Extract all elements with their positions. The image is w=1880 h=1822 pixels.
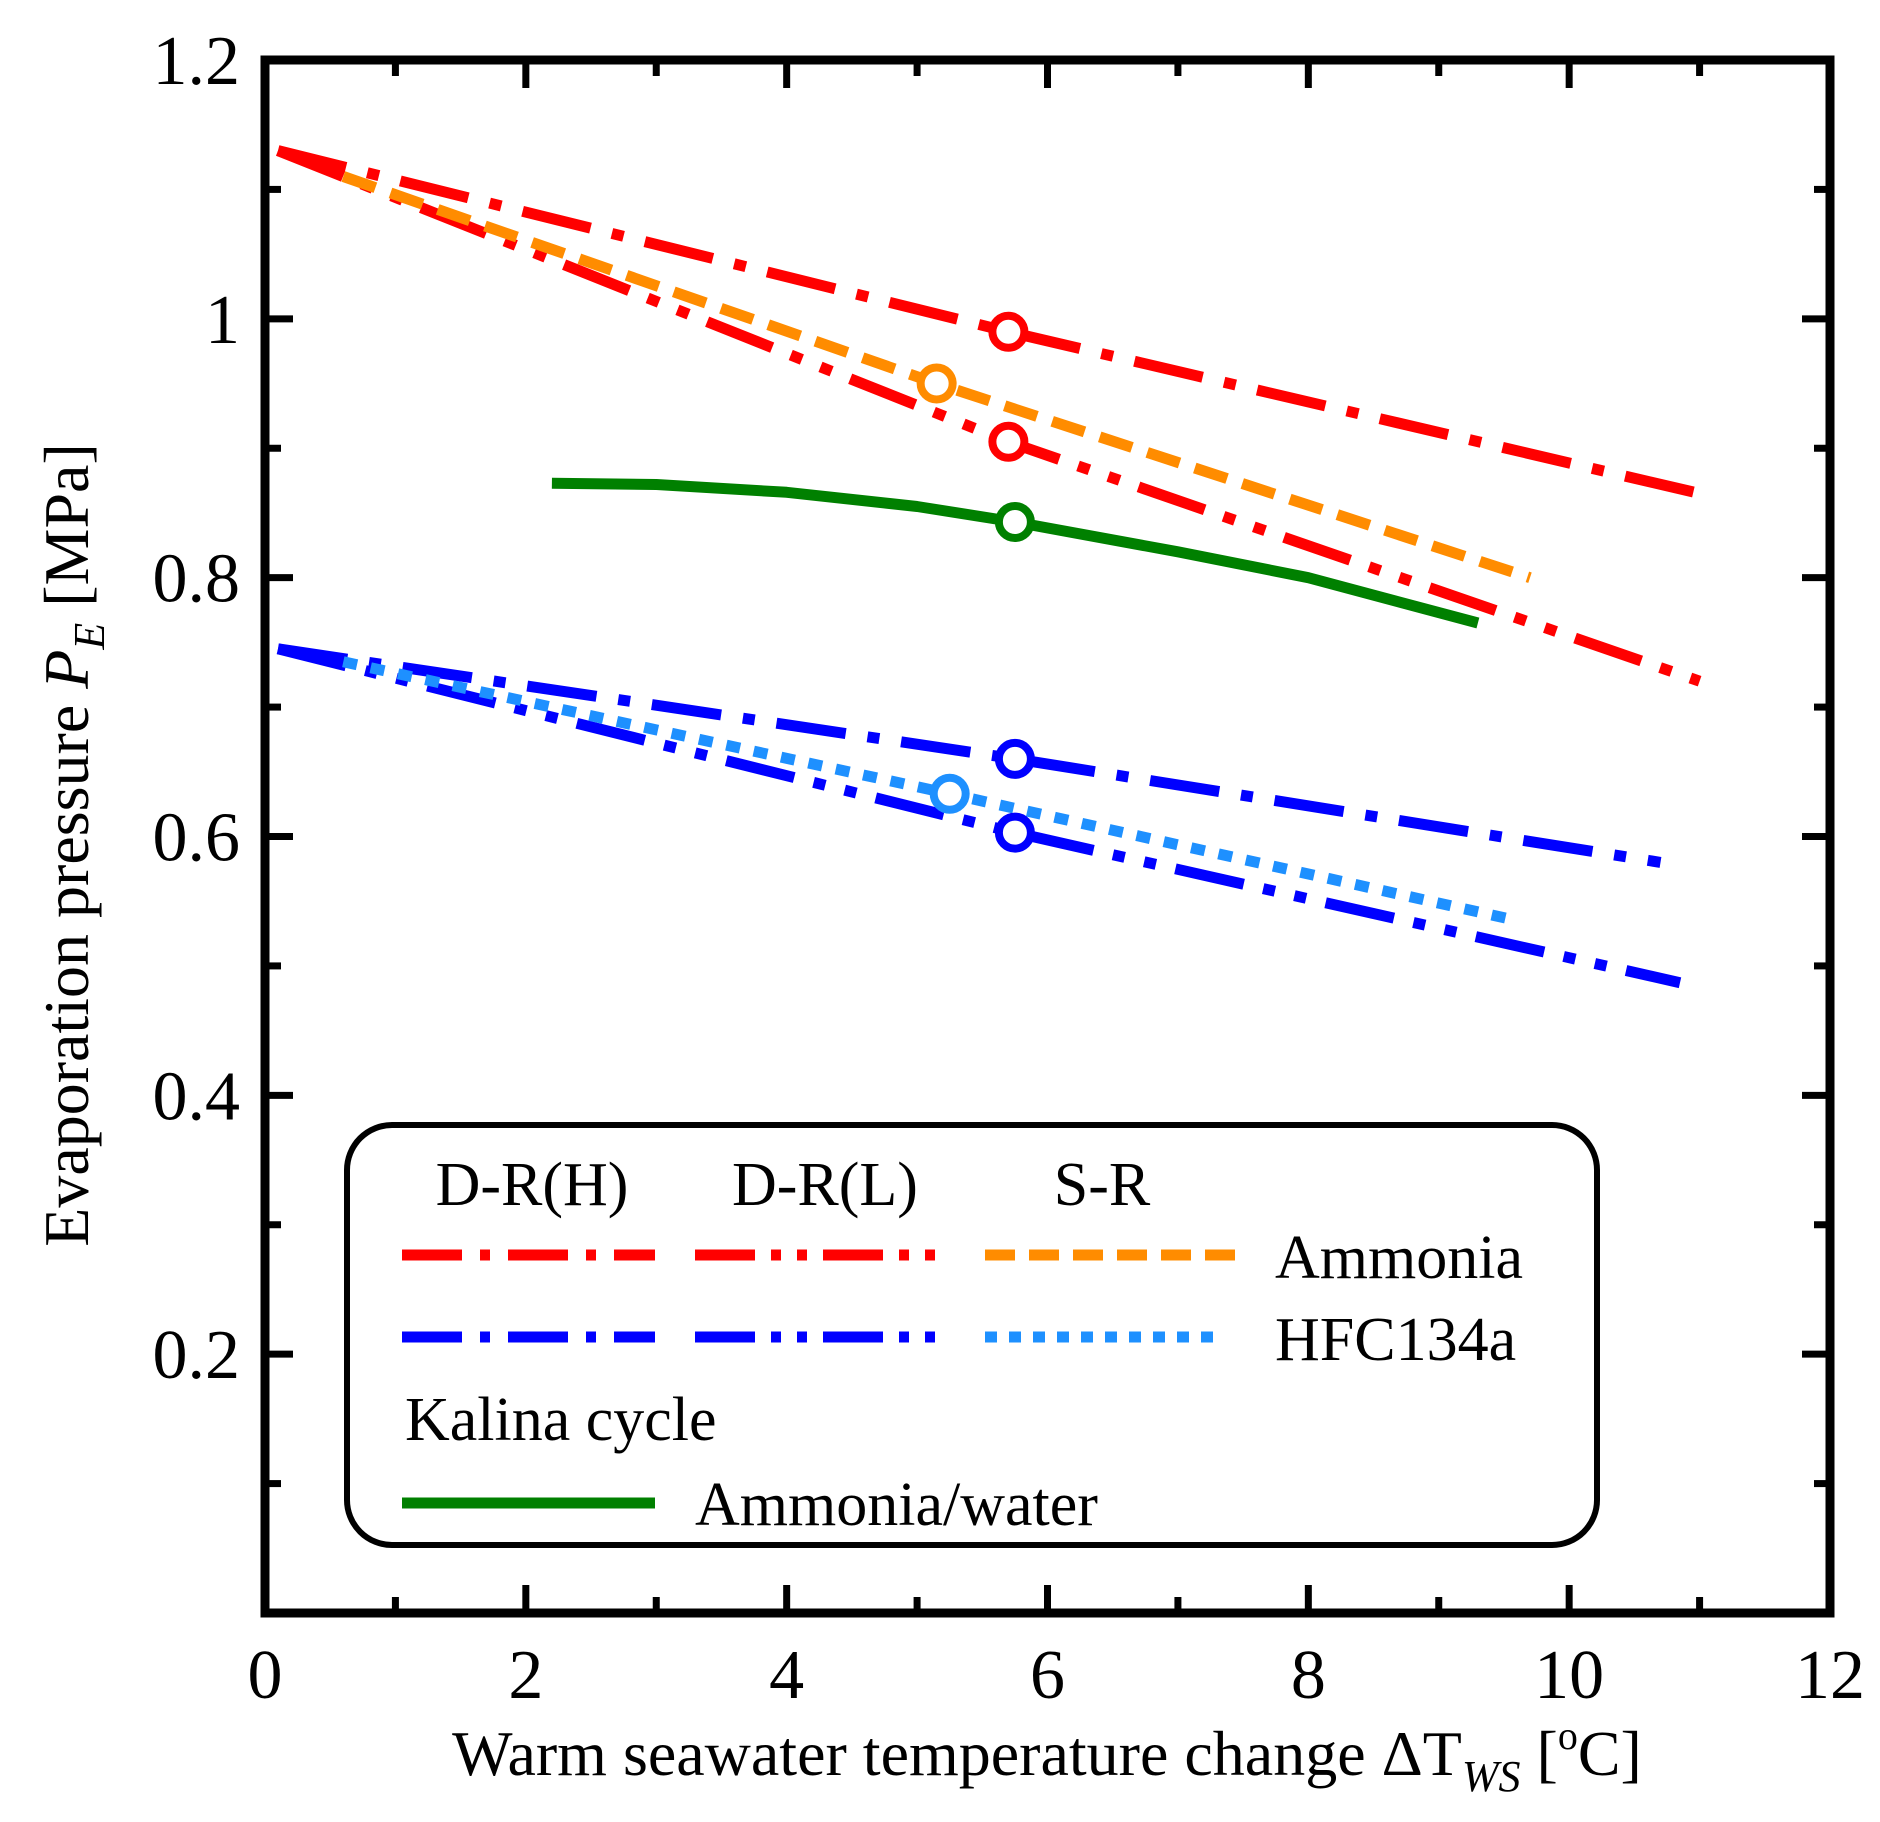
series-marker-ammonia-water-kalina-cycle bbox=[994, 502, 1035, 543]
x-axis-label-unit-sup: o bbox=[1558, 1713, 1578, 1758]
x-tick-label: 10 bbox=[1534, 1637, 1604, 1714]
x-tick-label: 4 bbox=[769, 1637, 804, 1714]
legend: D-R(H) D-R(L) S-R Ammonia HFC134a Kalina… bbox=[344, 1122, 1600, 1548]
x-tick-label: 0 bbox=[248, 1637, 283, 1714]
series-marker-hfc134a-d-r-l bbox=[994, 812, 1035, 853]
y-tick-label: 0.8 bbox=[153, 541, 241, 618]
y-tick-label: 0.6 bbox=[153, 800, 241, 877]
x-axis-label: Warm seawater temperature change ΔTWS [o… bbox=[452, 1713, 1642, 1801]
x-axis-label-unit-close: C] bbox=[1578, 1718, 1642, 1789]
legend-row-ammonia: Ammonia bbox=[1275, 1224, 1523, 1292]
series-marker-ammonia-d-r-l bbox=[988, 421, 1029, 462]
series-marker-hfc134a-d-r-h bbox=[994, 738, 1035, 779]
y-axis-label-symbol: P bbox=[31, 650, 102, 690]
y-tick-label: 0.4 bbox=[153, 1058, 241, 1135]
series-marker-ammonia-s-r bbox=[916, 363, 957, 404]
y-tick-label: 0.2 bbox=[153, 1317, 241, 1394]
series-line-ammonia-water-kalina-cycle bbox=[551, 477, 1480, 629]
y-axis-label-text: Evaporation pressure bbox=[31, 705, 102, 1247]
y-axis-label: Evaporation pressure PE [MPa] bbox=[31, 443, 114, 1247]
legend-header-drl: D-R(L) bbox=[732, 1151, 918, 1219]
x-axis-label-symbol: ΔT bbox=[1382, 1718, 1462, 1789]
legend-kalina-title: Kalina cycle bbox=[405, 1386, 717, 1454]
series-line-hfc134a-d-r-h bbox=[277, 643, 1662, 868]
series-layer bbox=[275, 145, 1702, 989]
x-axis-label-unit-open: [ bbox=[1521, 1718, 1558, 1789]
x-tick-label: 12 bbox=[1795, 1637, 1865, 1714]
legend-header-drh: D-R(H) bbox=[436, 1151, 629, 1219]
legend-header-sr: S-R bbox=[1054, 1151, 1151, 1219]
y-tick-label: 1 bbox=[205, 282, 240, 359]
x-axis-label-subscript: WS bbox=[1462, 1752, 1521, 1801]
x-tick-label: 8 bbox=[1291, 1637, 1326, 1714]
legend-row-ammonia-water: Ammonia/water bbox=[695, 1471, 1098, 1539]
marker-layer bbox=[916, 311, 1035, 853]
tick-layer: 0 2 4 6 8 10 12 0.2 0.4 0.6 0.8 1 1.2 bbox=[153, 23, 1866, 1714]
y-tick-label: 1.2 bbox=[153, 23, 241, 100]
series-marker-hfc134a-s-r bbox=[929, 773, 970, 814]
y-axis-label-subscript: E bbox=[65, 623, 114, 651]
series-marker-ammonia-d-r-h bbox=[988, 311, 1029, 352]
x-axis-label-text: Warm seawater temperature change bbox=[452, 1718, 1365, 1789]
legend-box bbox=[344, 1122, 1600, 1548]
x-tick-label: 6 bbox=[1030, 1637, 1065, 1714]
legend-row-hfc134a: HFC134a bbox=[1275, 1306, 1516, 1374]
y-axis-label-unit: [MPa] bbox=[31, 443, 102, 623]
x-tick-label: 2 bbox=[508, 1637, 543, 1714]
series-line-hfc134a-d-r-l bbox=[276, 643, 1682, 989]
